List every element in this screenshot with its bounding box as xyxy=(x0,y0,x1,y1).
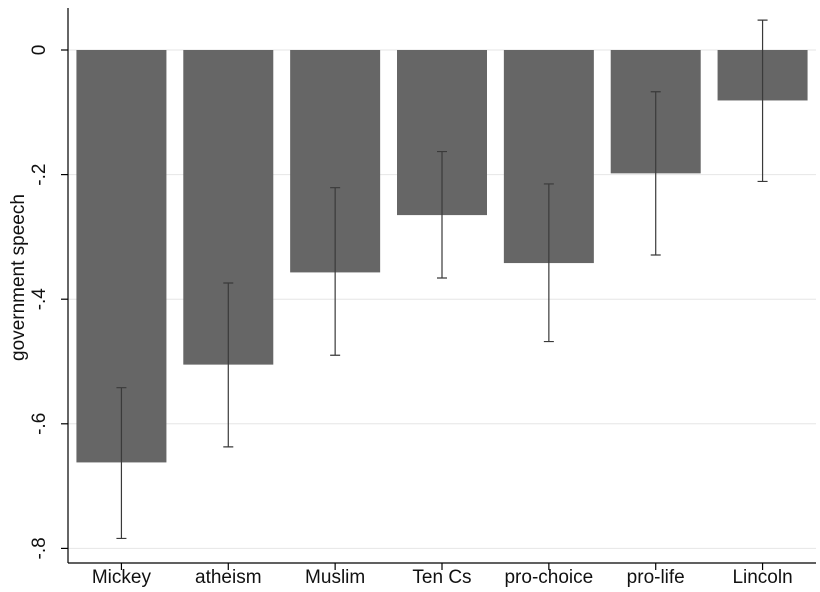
y-tick-label: -.4 xyxy=(29,288,50,311)
error-bar xyxy=(223,282,234,448)
error-bar xyxy=(650,91,661,256)
error-bar xyxy=(330,187,341,356)
error-bar xyxy=(116,387,127,540)
y-tick-label: 0 xyxy=(29,45,50,56)
x-tick-label: pro-life xyxy=(627,567,685,588)
x-ticks: Mickey atheism Muslim Ten Cs pro-choice pro-l… xyxy=(92,563,793,588)
error-bar xyxy=(437,150,447,279)
y-tick-label: -.8 xyxy=(29,537,50,559)
error-bars xyxy=(116,19,768,540)
x-tick-label: Mickey xyxy=(92,567,152,588)
x-tick-label: Ten Cs xyxy=(412,567,471,588)
error-bar xyxy=(543,183,554,343)
bars xyxy=(76,50,808,463)
y-ticks: 0 -.2 -.4 -.6 -.8 xyxy=(29,45,68,559)
y-tick-label: -.6 xyxy=(29,413,50,435)
y-axis-title: government speech xyxy=(8,194,29,361)
y-tick-label: -.2 xyxy=(29,164,50,186)
x-tick-label: Muslim xyxy=(305,567,365,588)
x-tick-label: atheism xyxy=(195,567,262,588)
x-tick-label: Lincoln xyxy=(732,567,792,588)
x-tick-label: pro-choice xyxy=(504,567,593,588)
error-bar xyxy=(757,19,768,183)
